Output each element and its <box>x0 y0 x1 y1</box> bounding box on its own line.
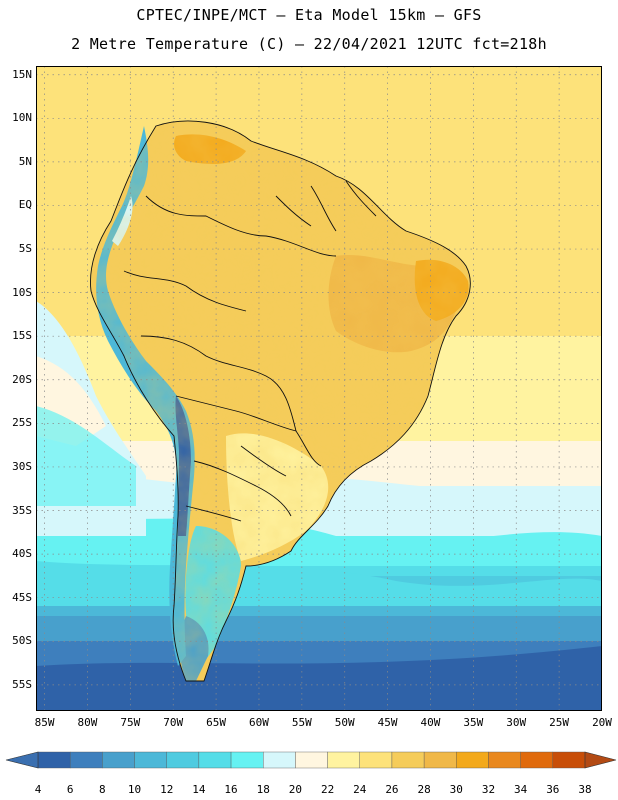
title-line-1: CPTEC/INPE/MCT – Eta Model 15km – GFS <box>136 6 482 24</box>
colorbar-label: 10 <box>127 783 142 796</box>
lon-label: 55W <box>291 716 312 729</box>
lon-label: 70W <box>163 716 184 729</box>
lat-label: 10S <box>12 285 32 299</box>
colorbar-label: 38 <box>578 783 592 796</box>
colorbar-cell <box>552 751 586 769</box>
lon-label: 45W <box>377 716 398 729</box>
colorbar-cell <box>263 751 296 769</box>
colorbar-label: 8 <box>99 783 106 796</box>
lat-label: 45S <box>12 590 32 604</box>
colorbar-cell <box>69 751 103 769</box>
lat-label: 55S <box>12 677 32 691</box>
temperature-map <box>36 66 602 711</box>
colorbar-cell <box>456 751 489 769</box>
colorbar-cell <box>488 751 521 769</box>
colorbar-cell <box>423 751 457 769</box>
lon-label: 60W <box>249 716 269 729</box>
colorbar-cell <box>198 751 232 769</box>
lon-label: 80W <box>77 716 98 729</box>
colorbar-cell <box>102 751 135 769</box>
lon-label: 25W <box>549 716 570 729</box>
colorbar-label: 34 <box>514 783 528 796</box>
colorbar-label: 24 <box>353 783 367 796</box>
lat-label: 5S <box>18 242 32 256</box>
colorbar-label: 36 <box>546 783 560 796</box>
lat-label: EQ <box>18 198 32 212</box>
colorbar <box>5 751 617 769</box>
colorbar-cell <box>166 751 200 769</box>
colorbar-label: 26 <box>385 783 399 796</box>
colorbar-cell <box>327 751 360 769</box>
lat-label: 15S <box>12 329 32 343</box>
colorbar-cell <box>391 751 425 769</box>
colorbar-high-arrow <box>584 751 617 769</box>
lon-label: 35W <box>463 716 484 729</box>
lon-label: 50W <box>334 716 355 729</box>
colorbar-label: 12 <box>160 783 174 796</box>
lat-lon-grid <box>36 66 602 711</box>
band-cold8 <box>36 646 602 711</box>
lat-label: 25S <box>12 416 32 430</box>
lat-label: 10N <box>12 111 32 125</box>
lat-label: 20S <box>12 372 32 386</box>
colorbar-cell <box>295 751 328 769</box>
colorbar-cell <box>230 751 264 769</box>
title-line-2: 2 Metre Temperature (C) – 22/04/2021 12U… <box>71 35 547 53</box>
colorbar-low-arrow <box>5 751 39 769</box>
colorbar-cell <box>520 751 554 769</box>
lat-label: 50S <box>12 634 32 648</box>
colorbar-label: 32 <box>481 783 496 796</box>
lon-label: 75W <box>120 716 141 729</box>
lon-label: 85W <box>34 716 55 729</box>
colorbar-label: 4 <box>34 783 42 796</box>
colorbar-cell <box>37 751 71 769</box>
colorbar-label: 30 <box>449 783 463 796</box>
colorbar-label: 28 <box>417 783 431 796</box>
lat-label: 5N <box>18 154 32 168</box>
colorbar-label: 14 <box>192 783 206 796</box>
colorbar-label: 22 <box>320 783 335 796</box>
colorbar-label: 16 <box>224 783 238 796</box>
lat-label: 40S <box>12 547 32 561</box>
lon-label: 40W <box>420 716 441 729</box>
colorbar-label: 18 <box>256 783 270 796</box>
colorbar-label: 20 <box>288 783 303 796</box>
colorbar-label: 6 <box>66 783 74 796</box>
colorbar-cell <box>359 751 393 769</box>
country-borders <box>90 120 471 682</box>
lon-label: 65W <box>206 716 227 729</box>
lat-label: 35S <box>12 503 32 517</box>
lon-label: 20W <box>592 716 612 729</box>
lat-label: 15N <box>12 67 32 81</box>
lat-label: 30S <box>12 459 32 473</box>
lon-label: 30W <box>506 716 527 729</box>
colorbar-cell <box>134 751 167 769</box>
